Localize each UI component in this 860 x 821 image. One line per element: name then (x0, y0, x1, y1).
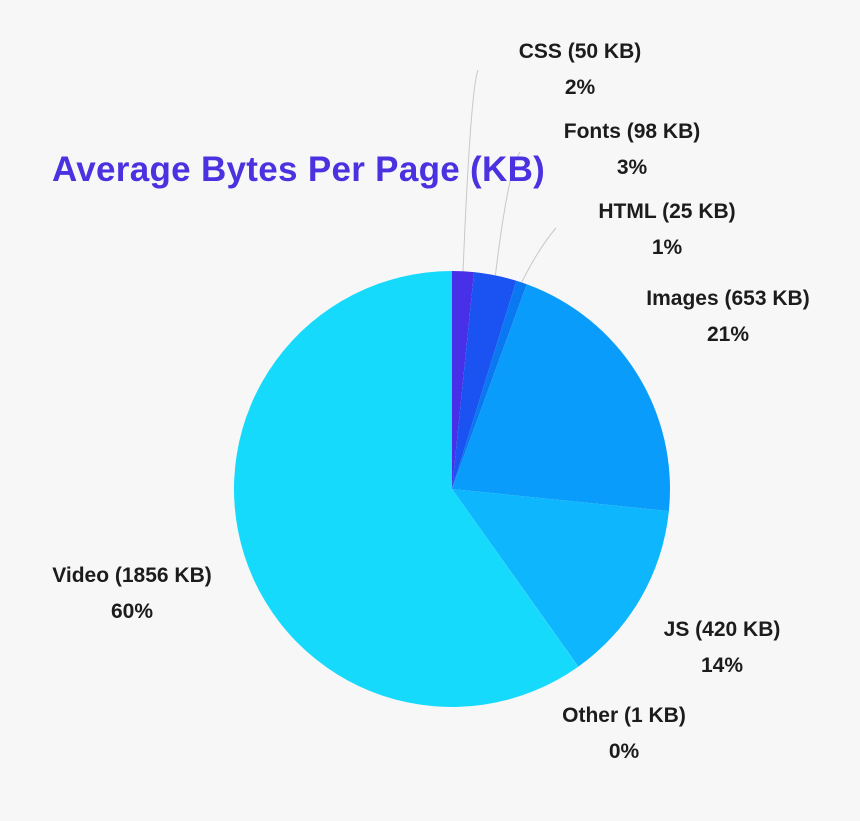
slice-label-images-name: Images (653 KB) (646, 287, 810, 310)
pie-slice-images (452, 284, 671, 512)
slice-label-css-name: CSS (50 KB) (518, 40, 642, 63)
slice-label-video-percent: 60% (110, 600, 154, 623)
chart-title: Average Bytes Per Page (KB) (52, 150, 546, 189)
leader-line-fonts (494, 151, 521, 276)
slice-label-js-name: JS (420 KB) (663, 618, 781, 641)
pie-slice-fonts (452, 272, 517, 489)
pie-slices (233, 271, 671, 708)
slice-label-fonts: Fonts (98 KB) 3% (564, 114, 701, 186)
pie-slice-css (452, 271, 475, 489)
leader-line-html (521, 227, 557, 283)
slice-label-video-name: Video (1856 KB) (52, 564, 212, 587)
slice-label-html-name: HTML (25 KB) (598, 200, 736, 223)
slice-label-js-percent: 14% (700, 654, 744, 677)
slice-label-js: JS (420 KB) 14% (664, 612, 781, 684)
slice-label-other-name: Other (1 KB) (562, 704, 686, 727)
leader-line-css (462, 69, 479, 272)
slice-label-images-percent: 21% (706, 323, 750, 346)
slice-label-fonts-name: Fonts (98 KB) (563, 120, 701, 143)
slice-label-fonts-percent: 3% (616, 156, 648, 179)
pie-slice-js (452, 489, 669, 667)
pie-slice-other (452, 489, 579, 667)
slice-label-other-percent: 0% (608, 740, 640, 763)
slice-label-images: Images (653 KB) 21% (646, 281, 809, 353)
slice-label-video: Video (1856 KB) 60% (52, 558, 212, 630)
slice-label-html: HTML (25 KB) 1% (598, 194, 735, 266)
pie-slice-html (452, 280, 527, 489)
slice-label-css: CSS (50 KB) 2% (519, 34, 642, 106)
leader-lines (462, 69, 557, 283)
slice-label-css-percent: 2% (564, 76, 596, 99)
slice-label-html-percent: 1% (651, 236, 683, 259)
pie-slice-video (233, 271, 579, 708)
slice-label-other: Other (1 KB) 0% (562, 698, 686, 770)
